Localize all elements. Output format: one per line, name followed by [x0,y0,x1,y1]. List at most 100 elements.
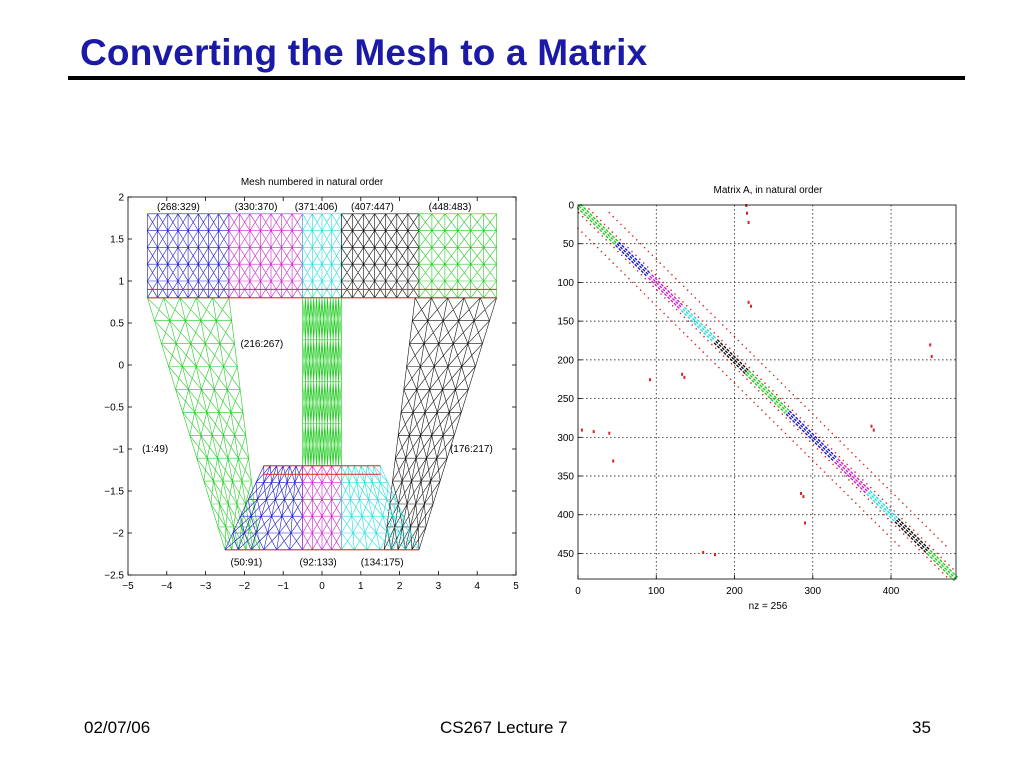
matrix-offdiagonal-entry [812,413,814,415]
matrix-diagonal-stripe [929,549,959,578]
mesh-x-tick-label: −1 [277,581,289,592]
mesh-block-label: (216:267) [240,339,283,350]
mesh-block-labels: (268:329) (330:370) (371:406) (407:447) (448… [142,202,493,568]
matrix-offdiagonal-entry [604,254,607,257]
matrix-offdiagonal-entry [725,328,728,330]
matrix-offdiagonal-entry [773,405,776,408]
matrix-offdiagonal-entry [721,339,723,342]
matrix-offdiagonal-entry [619,239,622,241]
matrix-offdiagonal-entry [827,428,830,431]
matrix-offdiagonal-entry [830,448,833,450]
matrix-offdiagonal-entry [803,421,805,423]
matrix-offdiagonal-entry [894,525,897,528]
matrix-offdiagonal-entry [703,335,705,338]
matrix-x-tick-label: 0 [575,586,581,597]
matrix-offdiagonal-entry [797,428,799,431]
matrix-diagonal-stripe [869,490,898,519]
matrix-offdiagonal-entry [678,328,681,330]
matrix-offdiagonal-entry [938,568,940,570]
matrix-offdiagonal-entry [682,332,685,334]
mesh-block-edges [302,297,342,467]
matrix-offdiagonal-entry [823,424,826,427]
matrix-offdiagonal-entry [878,479,881,481]
matrix-diagonal-block [894,518,930,554]
mesh-block [302,465,342,551]
matrix-offdiagonal-entry [733,382,736,384]
matrix-offdiagonal-entry [776,393,778,396]
matrix-offdiagonal-entry [717,335,719,338]
matrix-diagonal-stripe [897,518,930,551]
matrix-diagonal-stripe [834,461,867,494]
mesh-block-label: (268:329) [157,202,200,213]
mesh-x-tick-label: 3 [436,581,442,592]
matrix-coupling-entry [683,375,686,379]
matrix-diagonal-stripe [649,275,683,309]
mesh-y-tick-label: −0.5 [104,403,124,414]
matrix-offdiagonal-entry [627,246,629,249]
matrix-offdiagonal-entry [726,359,729,361]
matrix-offdiagonal-entry [632,281,634,284]
matrix-offdiagonal-entry [764,382,766,384]
matrix-offdiagonal-entry [772,390,774,392]
matrix-offdiagonal-entry [636,270,639,272]
matrix-offdiagonal-entry [733,335,736,338]
matrix-offdiagonal-entry [855,502,857,504]
matrix-offdiagonal-entry [761,362,763,365]
matrix-offdiagonal-entry [826,444,829,446]
matrix-offdiagonal-entry [933,533,935,535]
matrix-offdiagonal-entry [898,544,900,547]
matrix-offdiagonal-entry [736,355,739,357]
matrix-offdiagonal-entry [714,362,716,365]
matrix-offdiagonal-entry [851,452,853,454]
matrix-offdiagonal-entry [706,308,708,311]
matrix-offdiagonal-entry [659,308,661,311]
matrix-diagonal-stripe [682,308,716,342]
matrix-diagonal-stripe [787,412,836,461]
matrix-offdiagonal-entry [787,405,790,408]
mesh-x-tick-label: 4 [474,581,480,592]
matrix-offdiagonal-entry [603,223,606,226]
matrix-offdiagonal-entry [862,510,865,512]
matrix-diagonal-block [615,241,652,278]
matrix-plot: Matrix A, in natural order 0 100 200 300 400… [557,185,959,612]
matrix-offdiagonal-entry [652,285,654,288]
matrix-offdiagonal-entry [588,208,590,210]
matrix-offdiagonal-entry [866,513,869,516]
matrix-offdiagonal-entry [816,448,819,450]
matrix-offdiagonal-entry [729,347,731,350]
matrix-coupling-entry [800,492,802,495]
matrix-offdiagonal-entry [890,490,892,493]
matrix-offdiagonal-entry [879,510,881,512]
matrix-offdiagonal-entry [623,242,625,245]
matrix-offdiagonal-entry [792,393,794,396]
matrix-offdiagonal-entry [748,366,751,369]
matrix-offdiagonal-entry [754,386,756,388]
matrix-offdiagonal-entry [628,277,630,280]
matrix-x-tick-label: 200 [726,586,743,597]
matrix-offdiagonal-entry [929,529,931,531]
matrix-offdiagonal-entry [732,351,735,353]
mesh-block-edges [302,465,342,551]
matrix-offdiagonal-entry [585,235,587,237]
matrix-offdiagonal-entry [824,455,827,458]
matrix-offdiagonal-entry [597,231,600,233]
matrix-offdiagonal-entry [800,448,802,450]
matrix-offdiagonal-entry [624,273,626,276]
mesh-block-label: (92:133) [299,557,336,568]
matrix-offdiagonal-entry [941,572,944,574]
matrix-offdiagonal-entry [757,405,759,408]
slide-title: Converting the Mesh to a Matrix [80,32,648,73]
matrix-offdiagonal-entry [737,339,740,342]
page-number: 35 [912,718,931,737]
matrix-offdiagonal-entry [858,475,860,477]
matrix-offdiagonal-entry [752,370,755,373]
matrix-diagonal-stripe [713,342,747,376]
matrix-offdiagonal-entry [659,262,661,264]
matrix-nonzeros [576,203,959,582]
matrix-offdiagonal-entry [925,525,928,528]
matrix-offdiagonal-entry [682,285,685,288]
matrix-offdiagonal-entry [811,428,813,431]
matrix-offdiagonal-entry [722,355,725,357]
matrix-offdiagonal-entry [710,359,712,361]
matrix-offdiagonal-entry [678,281,681,284]
